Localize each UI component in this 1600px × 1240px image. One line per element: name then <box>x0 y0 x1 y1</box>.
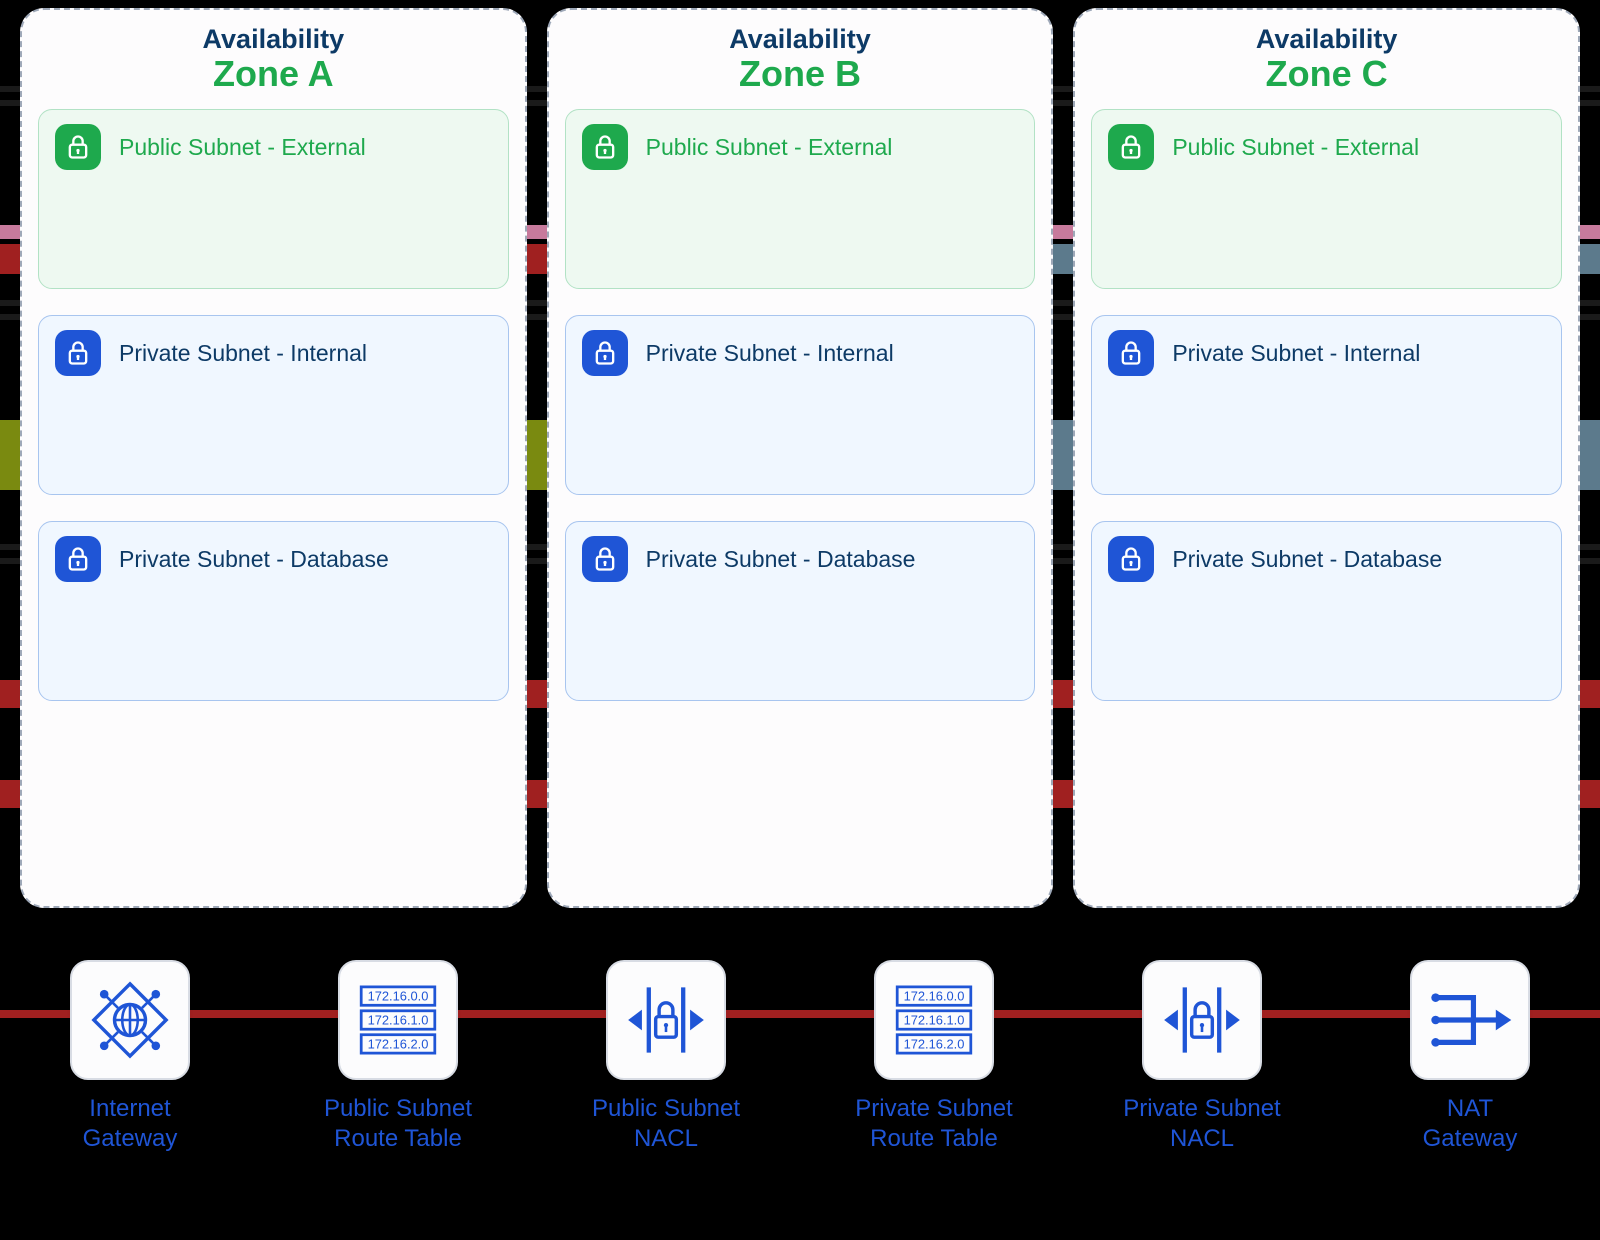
legend-item: Private Subnet NACL <box>1112 960 1292 1154</box>
zone-title: AvailabilityZone A <box>38 24 509 95</box>
legend-label: Internet Gateway <box>83 1094 178 1154</box>
svg-text:172.16.2.0: 172.16.2.0 <box>368 1037 429 1052</box>
subnet-label: Private Subnet - Database <box>646 546 916 573</box>
private-subnet: Private Subnet - Internal <box>38 315 509 495</box>
svg-text:172.16.1.0: 172.16.1.0 <box>368 1013 429 1028</box>
legend-item: 172.16.0.0 172.16.1.0 172.16.2.0 Public S… <box>308 960 488 1154</box>
lock-icon <box>55 330 101 376</box>
legend-item: 172.16.0.0 172.16.1.0 172.16.2.0 Private … <box>844 960 1024 1154</box>
svg-text:172.16.0.0: 172.16.0.0 <box>904 989 965 1004</box>
svg-text:172.16.1.0: 172.16.1.0 <box>904 1013 965 1028</box>
legend-label: Public Subnet NACL <box>592 1094 740 1154</box>
lock-icon <box>582 124 628 170</box>
subnet-label: Private Subnet - Internal <box>119 340 367 367</box>
private-subnet: Private Subnet - Internal <box>1091 315 1562 495</box>
subnet-header: Public Subnet - External <box>582 124 1019 170</box>
lock-icon <box>55 124 101 170</box>
legend-row: Internet Gateway 172.16.0.0 172.16.1.0 1… <box>40 960 1560 1154</box>
legend-item: Public Subnet NACL <box>576 960 756 1154</box>
lock-icon <box>1108 536 1154 582</box>
public-subnet: Public Subnet - External <box>565 109 1036 289</box>
subnet-label: Public Subnet - External <box>646 134 893 161</box>
nacl-icon <box>1142 960 1262 1080</box>
zone-title-line1: Availability <box>38 24 509 55</box>
subnet-header: Public Subnet - External <box>55 124 492 170</box>
internet-gateway-icon <box>70 960 190 1080</box>
svg-text:172.16.2.0: 172.16.2.0 <box>904 1037 965 1052</box>
public-subnet: Public Subnet - External <box>1091 109 1562 289</box>
zone-title: AvailabilityZone B <box>565 24 1036 95</box>
zone-title-line2: Zone C <box>1091 53 1562 95</box>
lock-icon <box>582 330 628 376</box>
subnet-label: Public Subnet - External <box>1172 134 1419 161</box>
legend-item: Internet Gateway <box>40 960 220 1154</box>
subnet-label: Private Subnet - Database <box>1172 546 1442 573</box>
availability-zone: AvailabilityZone A Public Subnet - Exter… <box>20 8 527 908</box>
subnet-label: Private Subnet - Internal <box>646 340 894 367</box>
lock-icon <box>1108 330 1154 376</box>
legend-label: Public Subnet Route Table <box>324 1094 472 1154</box>
zone-title-line1: Availability <box>565 24 1036 55</box>
subnet-label: Private Subnet - Database <box>119 546 389 573</box>
lock-icon <box>1108 124 1154 170</box>
legend-label: Private Subnet NACL <box>1123 1094 1280 1154</box>
subnet-header: Public Subnet - External <box>1108 124 1545 170</box>
subnet-label: Public Subnet - External <box>119 134 366 161</box>
svg-text:172.16.0.0: 172.16.0.0 <box>368 989 429 1004</box>
lock-icon <box>582 536 628 582</box>
zone-title-line1: Availability <box>1091 24 1562 55</box>
lock-icon <box>55 536 101 582</box>
legend-label: NAT Gateway <box>1423 1094 1518 1154</box>
nacl-icon <box>606 960 726 1080</box>
subnet-header: Private Subnet - Database <box>582 536 1019 582</box>
public-subnet: Public Subnet - External <box>38 109 509 289</box>
zones-row: AvailabilityZone A Public Subnet - Exter… <box>20 8 1580 908</box>
subnet-header: Private Subnet - Database <box>55 536 492 582</box>
private-subnet: Private Subnet - Database <box>565 521 1036 701</box>
private-subnet: Private Subnet - Database <box>1091 521 1562 701</box>
zone-title-line2: Zone A <box>38 53 509 95</box>
subnet-label: Private Subnet - Internal <box>1172 340 1420 367</box>
legend-item: NAT Gateway <box>1380 960 1560 1154</box>
private-subnet: Private Subnet - Internal <box>565 315 1036 495</box>
nat-gateway-icon <box>1410 960 1530 1080</box>
private-subnet: Private Subnet - Database <box>38 521 509 701</box>
route-table-icon: 172.16.0.0 172.16.1.0 172.16.2.0 <box>874 960 994 1080</box>
zone-title-line2: Zone B <box>565 53 1036 95</box>
route-table-icon: 172.16.0.0 172.16.1.0 172.16.2.0 <box>338 960 458 1080</box>
availability-zone: AvailabilityZone B Public Subnet - Exter… <box>547 8 1054 908</box>
zone-title: AvailabilityZone C <box>1091 24 1562 95</box>
legend-label: Private Subnet Route Table <box>855 1094 1012 1154</box>
subnet-header: Private Subnet - Internal <box>55 330 492 376</box>
subnet-header: Private Subnet - Internal <box>582 330 1019 376</box>
subnet-header: Private Subnet - Database <box>1108 536 1545 582</box>
availability-zone: AvailabilityZone C Public Subnet - Exter… <box>1073 8 1580 908</box>
subnet-header: Private Subnet - Internal <box>1108 330 1545 376</box>
